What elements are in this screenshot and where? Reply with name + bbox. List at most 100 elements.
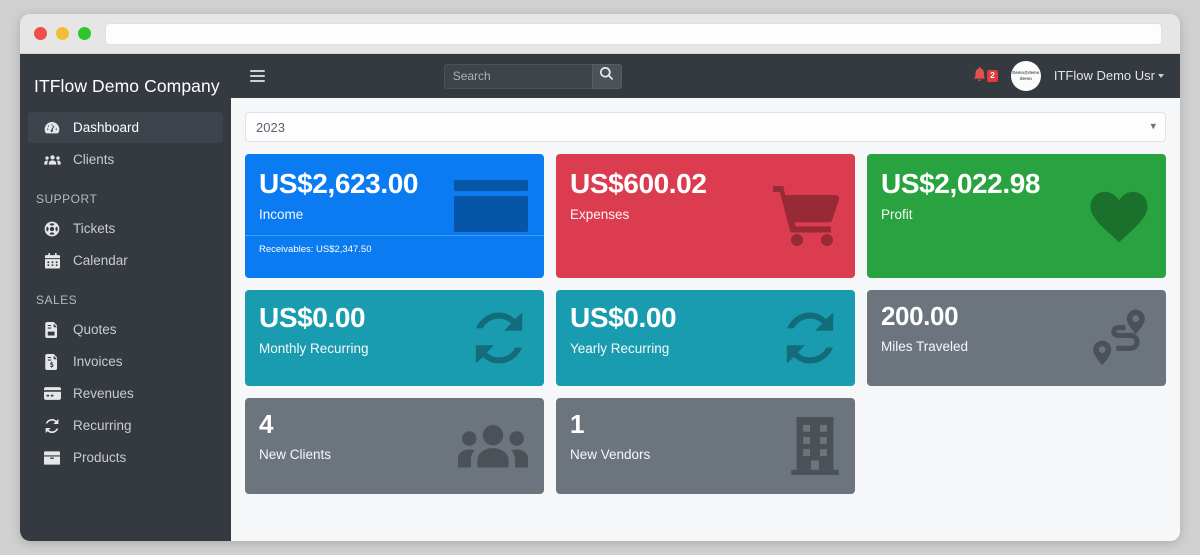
card-body: US$0.00 Yearly Recurring [556,290,855,369]
sidebar-section-support: SUPPORT [36,192,98,206]
sidebar-item-invoices[interactable]: Invoices [28,346,223,377]
year-filter-select[interactable]: 2023 [245,112,1166,142]
sidebar-item-label: Products [73,450,127,465]
card-body: US$600.02 Expenses [556,154,855,235]
card-body: 200.00 Miles Traveled [867,290,1166,367]
card-label: Yearly Recurring [570,341,670,357]
card-value: US$2,022.98 [881,168,1041,199]
maximize-window-button[interactable] [78,27,91,40]
minimize-window-button[interactable] [56,27,69,40]
card-body: 1 New Vendors [556,398,855,475]
sidebar-item-label: Quotes [73,322,117,337]
box-icon [42,449,62,466]
card-value: US$0.00 [570,302,677,333]
search-input[interactable] [443,63,592,89]
close-window-button[interactable] [34,27,47,40]
card-label: New Clients [259,447,332,463]
card-value: 200.00 [881,301,959,331]
sidebar-brand[interactable]: ITFlow Demo Company [34,76,220,96]
card-label: Miles Traveled [881,339,969,355]
calendar-icon [42,252,62,269]
route-icon [1088,309,1150,367]
sidebar-item-dashboard[interactable]: Dashboard [28,112,223,143]
avatar-line-2: demo [1019,75,1032,81]
card-body: US$2,623.00 Income [245,154,544,235]
card-label: Expenses [570,207,630,223]
stat-card-profit[interactable]: US$2,022.98 Profit [867,154,1166,278]
dashboard-content: 2023 ▾ US$2,623.00 Income [231,98,1180,541]
sidebar-item-quotes[interactable]: Quotes [28,314,223,345]
chevron-down-icon [1157,73,1164,78]
window-controls [34,27,91,40]
sidebar: ITFlow Demo Company Dashboard Clients SU… [20,54,231,541]
search-form [443,63,622,89]
topbar-right: 2 Demo@demo demo ITFlow Demo Usr [973,61,1164,91]
year-filter-wrap: 2023 ▾ [245,112,1166,142]
invoice-card-icon [454,180,528,233]
card-body: US$2,022.98 Profit [867,154,1166,235]
stat-card-yearly-recurring[interactable]: US$0.00 Yearly Recurring [556,290,855,386]
card-value: 1 [570,409,585,439]
bell-icon [973,66,986,86]
sidebar-item-label: Invoices [73,354,123,369]
card-value: US$600.02 [570,168,707,199]
stat-card-monthly-recurring[interactable]: US$0.00 Monthly Recurring [245,290,544,386]
search-icon [600,67,614,85]
sidebar-item-label: Recurring [73,418,132,433]
sidebar-item-tickets[interactable]: Tickets [28,213,223,244]
search-button[interactable] [591,63,622,89]
notifications-button[interactable]: 2 [973,66,998,86]
sidebar-item-recurring[interactable]: Recurring [28,410,223,441]
url-bar[interactable] [105,22,1162,45]
users-group-icon [458,421,528,471]
main-area: 2 Demo@demo demo ITFlow Demo Usr [231,54,1180,541]
hamburger-icon[interactable] [247,67,268,86]
card-body: 4 New Clients [245,398,544,475]
topbar: 2 Demo@demo demo ITFlow Demo Usr [231,54,1180,98]
stats-row-3: 4 New Clients 1 New Vendors [245,398,1166,494]
card-value: US$0.00 [259,302,366,333]
card-value: 4 [259,409,274,439]
avatar-line-1: Demo@demo [1012,69,1040,75]
user-name-label: ITFlow Demo Usr [1053,68,1155,83]
sidebar-item-revenues[interactable]: Revenues [28,378,223,409]
file-dollar-icon [42,353,62,370]
sync-icon [470,309,528,367]
sync-icon [42,417,62,434]
building-icon [791,417,839,475]
browser-titlebar [20,14,1180,54]
card-label: Monthly Recurring [259,341,369,357]
stat-card-expenses[interactable]: US$600.02 Expenses [556,154,855,278]
card-body: US$0.00 Monthly Recurring [245,290,544,369]
app-shell: ITFlow Demo Company Dashboard Clients SU… [20,54,1180,541]
sidebar-item-calendar[interactable]: Calendar [28,245,223,276]
card-footer: Receivables: US$2,347.50 [245,235,544,264]
credit-card-icon [42,385,62,402]
sidebar-item-label: Revenues [73,386,134,401]
sidebar-item-products[interactable]: Products [28,442,223,473]
user-menu[interactable]: ITFlow Demo Usr [1054,67,1164,85]
sidebar-section-sales: SALES [36,293,78,307]
sidebar-item-label: Tickets [73,221,116,236]
card-label: Profit [881,207,913,223]
card-label: New Vendors [570,447,651,463]
shopping-cart-icon [773,186,839,246]
stats-row-3-spacer [867,398,1166,494]
sync-icon [781,309,839,367]
stat-card-new-clients[interactable]: 4 New Clients [245,398,544,494]
sidebar-item-clients[interactable]: Clients [28,144,223,175]
avatar[interactable]: Demo@demo demo [1010,61,1041,91]
stat-card-income[interactable]: US$2,623.00 Income Receivables: US$2,347… [245,154,544,278]
card-value: US$2,623.00 [259,168,419,199]
sidebar-item-label: Dashboard [73,120,140,135]
stats-row-2: US$0.00 Monthly Recurring US$0.00 Yearly… [245,290,1166,386]
file-invoice-icon [42,321,62,338]
stat-card-miles-traveled[interactable]: 200.00 Miles Traveled [867,290,1166,386]
stat-card-new-vendors[interactable]: 1 New Vendors [556,398,855,494]
life-ring-icon [42,220,62,237]
tachometer-icon [42,119,62,136]
stats-row-1: US$2,623.00 Income Receivables: US$2,347… [245,154,1166,278]
sidebar-item-label: Clients [73,152,115,167]
card-label: Income [259,207,304,223]
